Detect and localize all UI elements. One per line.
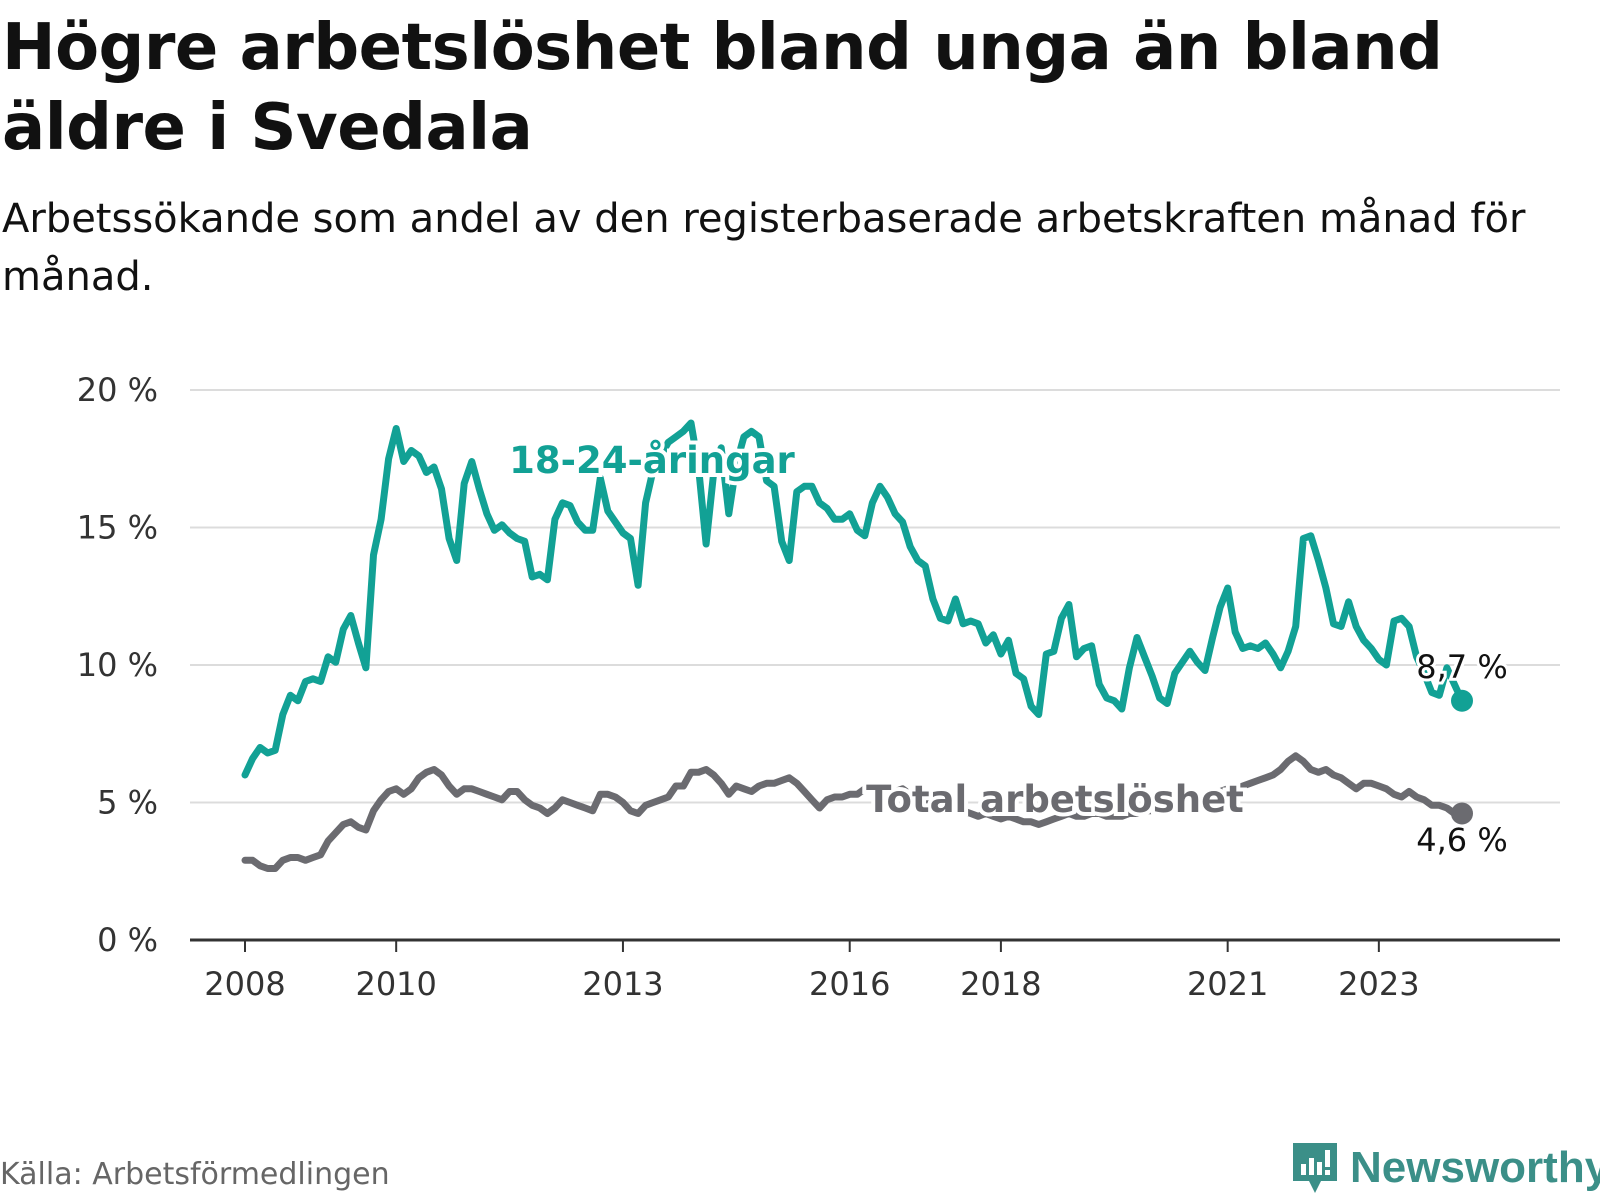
end-value-label-total: 4,6 % [1416,821,1507,859]
series-lines [241,419,1473,872]
line-chart: 0 %5 %10 %15 %20 % 2008 2010 2013 2016 2018 2… [77,371,1560,1003]
y-tick-label: 10 % [77,646,158,684]
series-label-youth: 18-24-åringar [509,439,795,482]
y-tick-label: 15 % [77,509,158,547]
x-tick-label: 2013 [582,965,663,1003]
y-axis-tick-labels: 0 % 5 % 10 % 15 % 20 % [77,371,158,959]
y-tick-label: 20 % [77,371,158,409]
end-point-youth [1451,689,1473,712]
brand-name: Newsworthy [1350,1143,1600,1192]
gridlines [190,389,1560,804]
x-tick-label: 2021 [1187,965,1268,1003]
y-tick-label: 0 % [97,921,158,959]
series-line-total [241,752,1466,872]
end-point-total [1451,802,1473,825]
x-tick-label: 2010 [355,965,436,1003]
x-tick-label: 2023 [1338,965,1419,1003]
x-tick-label: 2018 [960,965,1041,1003]
source-note: Källa: Arbetsförmedlingen [0,1157,390,1192]
series-line-youth [241,419,1466,779]
chart-subtitle: Arbetssökande som andel av den registerb… [2,196,1526,300]
series-label-total: Total arbetslöshet [866,778,1244,821]
chart-title: Högre arbetslöshet bland unga än bland ä… [2,11,1443,165]
x-tick-label: 2008 [204,965,285,1003]
series-labels: 18-24-åringar Total arbetslöshet 8,7 % 4… [505,435,1511,862]
x-axis: 2008 2010 2013 2016 2018 2021 2023 [190,938,1560,1003]
end-value-label-youth: 8,7 % [1416,648,1507,686]
x-tick-label: 2016 [809,965,890,1003]
y-tick-label: 5 % [97,784,158,822]
brand-logo: Newsworthy [1290,1140,1600,1196]
newsworthy-logo-icon [1293,1143,1337,1193]
